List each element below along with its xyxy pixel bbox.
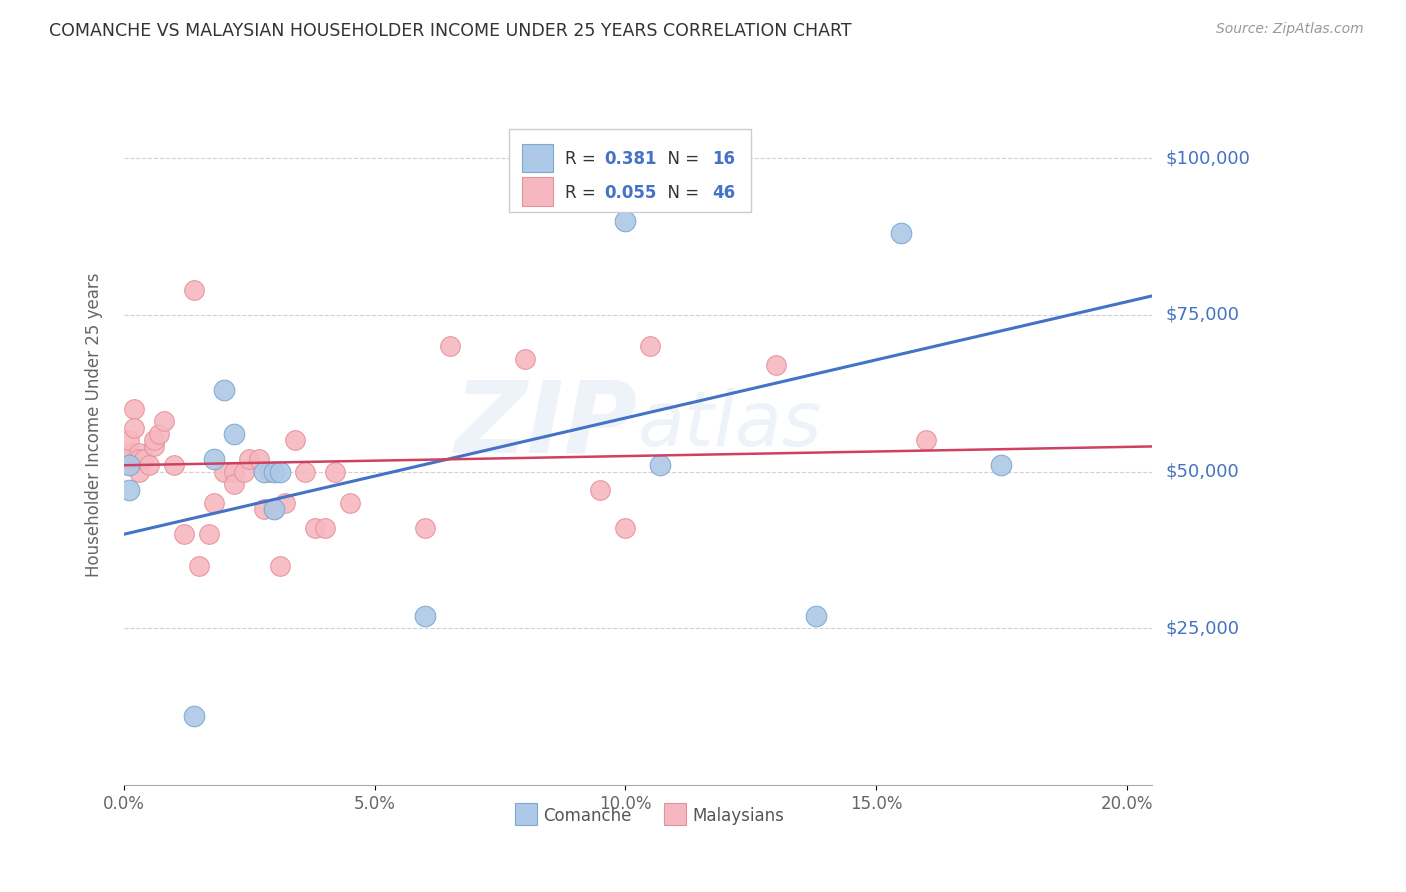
Point (640, 339, 662, 353)
Point (143, 433, 166, 447)
Point (118, 433, 141, 447)
FancyBboxPatch shape (522, 144, 553, 172)
Text: $100,000: $100,000 (1166, 149, 1250, 167)
Point (224, 477, 246, 491)
Text: COMANCHE VS MALAYSIAN HOUSEHOLDER INCOME UNDER 25 YEARS CORRELATION CHART: COMANCHE VS MALAYSIAN HOUSEHOLDER INCOME… (49, 22, 852, 40)
Point (128, 452, 150, 467)
Point (269, 558, 291, 573)
FancyBboxPatch shape (515, 803, 537, 824)
Text: atlas: atlas (638, 387, 823, 461)
Point (589, 483, 612, 498)
Point (915, 433, 938, 447)
FancyBboxPatch shape (509, 129, 751, 211)
Text: R =: R = (565, 184, 600, 202)
Point (134, 452, 156, 467)
Text: Malaysians: Malaysians (692, 807, 785, 825)
Point (765, 358, 787, 372)
Point (413, 521, 436, 535)
Point (990, 458, 1012, 473)
Text: Source: ZipAtlas.com: Source: ZipAtlas.com (1216, 22, 1364, 37)
Point (614, 214, 637, 228)
Text: $75,000: $75,000 (1166, 306, 1240, 324)
Text: R =: R = (565, 151, 600, 169)
Text: N =: N = (658, 151, 704, 169)
Point (122, 420, 145, 434)
Text: $50,000: $50,000 (1166, 463, 1239, 481)
Point (283, 433, 305, 447)
Text: 46: 46 (711, 184, 735, 202)
Point (273, 496, 295, 510)
Text: Comanche: Comanche (543, 807, 631, 825)
FancyBboxPatch shape (522, 177, 553, 205)
Point (269, 465, 291, 479)
Point (128, 465, 150, 479)
Point (224, 465, 246, 479)
Point (614, 521, 637, 535)
Point (153, 414, 176, 428)
FancyBboxPatch shape (664, 803, 686, 824)
Point (118, 458, 141, 473)
Point (118, 483, 141, 498)
Point (188, 558, 211, 573)
Point (198, 527, 221, 541)
Point (138, 458, 160, 473)
Point (650, 458, 672, 473)
Point (304, 521, 326, 535)
Point (214, 465, 236, 479)
Text: 0.055: 0.055 (605, 184, 657, 202)
Point (118, 446, 141, 460)
Point (513, 351, 536, 366)
Point (263, 502, 285, 516)
Point (148, 426, 170, 441)
Text: 0.381: 0.381 (605, 151, 657, 169)
Point (183, 709, 205, 723)
Point (294, 465, 316, 479)
Text: 16: 16 (711, 151, 735, 169)
Point (890, 227, 912, 241)
Point (202, 452, 225, 467)
Point (253, 502, 276, 516)
Point (253, 465, 276, 479)
Text: N =: N = (658, 184, 704, 202)
Point (339, 496, 361, 510)
Y-axis label: Householder Income Under 25 years: Householder Income Under 25 years (86, 272, 103, 577)
Point (163, 458, 186, 473)
Point (263, 502, 285, 516)
Point (224, 426, 246, 441)
Point (314, 521, 336, 535)
Point (118, 458, 141, 473)
Text: ZIP: ZIP (456, 376, 638, 473)
Point (804, 608, 827, 623)
Point (118, 452, 141, 467)
Point (183, 283, 205, 297)
Point (233, 465, 256, 479)
Point (143, 439, 166, 453)
Point (202, 496, 225, 510)
Point (214, 383, 236, 397)
Point (439, 339, 461, 353)
Point (259, 465, 281, 479)
Point (122, 401, 145, 416)
Point (413, 608, 436, 623)
Point (249, 452, 271, 467)
Text: $25,000: $25,000 (1166, 619, 1240, 637)
Point (173, 527, 195, 541)
Point (263, 465, 285, 479)
Point (323, 465, 346, 479)
Point (238, 452, 260, 467)
Point (128, 446, 150, 460)
